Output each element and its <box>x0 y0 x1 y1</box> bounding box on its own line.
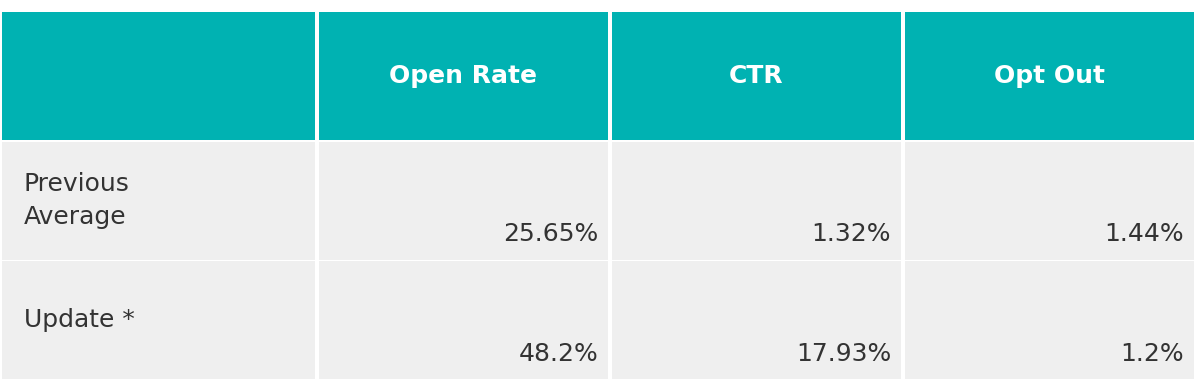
FancyBboxPatch shape <box>612 142 901 260</box>
Text: 1.2%: 1.2% <box>1121 342 1184 366</box>
FancyBboxPatch shape <box>905 142 1194 260</box>
Text: Update *: Update * <box>24 308 135 332</box>
Text: 48.2%: 48.2% <box>518 342 598 366</box>
FancyBboxPatch shape <box>612 261 901 379</box>
FancyBboxPatch shape <box>2 261 315 379</box>
Text: Opt Out: Opt Out <box>994 64 1105 88</box>
FancyBboxPatch shape <box>2 142 315 260</box>
Text: 1.44%: 1.44% <box>1104 222 1184 246</box>
FancyBboxPatch shape <box>2 12 315 140</box>
Text: 1.32%: 1.32% <box>812 222 891 246</box>
FancyBboxPatch shape <box>905 12 1194 140</box>
FancyBboxPatch shape <box>612 12 901 140</box>
FancyBboxPatch shape <box>319 142 608 260</box>
Text: Previous
Average: Previous Average <box>24 172 130 229</box>
Text: 25.65%: 25.65% <box>502 222 598 246</box>
FancyBboxPatch shape <box>319 261 608 379</box>
Text: CTR: CTR <box>730 64 783 88</box>
FancyBboxPatch shape <box>905 261 1194 379</box>
Text: 17.93%: 17.93% <box>795 342 891 366</box>
FancyBboxPatch shape <box>319 12 608 140</box>
Text: Open Rate: Open Rate <box>390 64 537 88</box>
